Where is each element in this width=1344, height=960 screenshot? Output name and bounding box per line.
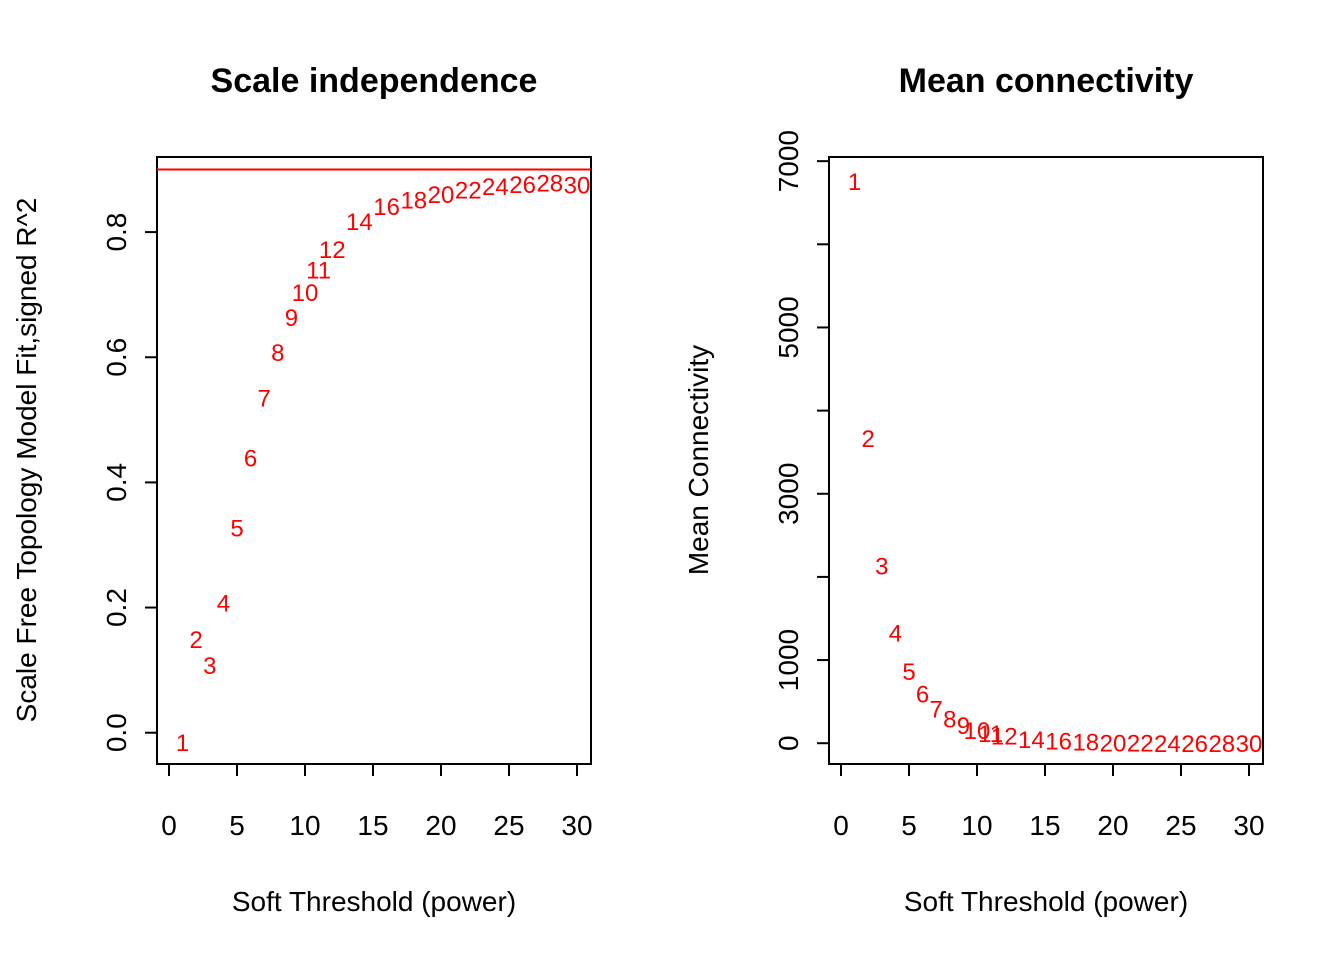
data-point: 7 bbox=[930, 696, 943, 723]
y-tick-label: 0.8 bbox=[101, 213, 132, 252]
data-point: 10 bbox=[292, 280, 319, 307]
data-point: 22 bbox=[1127, 731, 1154, 758]
plot-frame bbox=[156, 156, 592, 765]
data-point: 8 bbox=[943, 706, 956, 733]
x-tick-label: 10 bbox=[289, 810, 320, 841]
data-point: 3 bbox=[875, 553, 888, 580]
data-point: 10 bbox=[964, 718, 991, 745]
y-tick-label: 0 bbox=[773, 735, 804, 751]
data-point: 18 bbox=[1072, 730, 1099, 757]
x-tick-label: 0 bbox=[833, 810, 849, 841]
data-point: 16 bbox=[373, 194, 400, 221]
chart-panel-mean-connectivity: Mean connectivity Soft Threshold (power)… bbox=[683, 62, 1265, 917]
data-point: 30 bbox=[1236, 731, 1263, 758]
data-point: 14 bbox=[1018, 727, 1045, 754]
plot-frame bbox=[828, 156, 1264, 765]
y-tick-label: 1000 bbox=[773, 629, 804, 691]
data-point: 9 bbox=[957, 713, 970, 740]
x-tick-label: 25 bbox=[1165, 810, 1196, 841]
y-tick-label: 3000 bbox=[773, 463, 804, 525]
data-point: 26 bbox=[509, 172, 536, 199]
data-point: 28 bbox=[536, 171, 563, 198]
x-tick-label: 5 bbox=[229, 810, 245, 841]
data-point: 11 bbox=[306, 258, 331, 285]
data-point: 11 bbox=[978, 721, 1003, 748]
x-tick-label: 20 bbox=[1097, 810, 1128, 841]
y-axis: 0.0 0.2 0.4 0.6 0.8 bbox=[101, 213, 158, 752]
data-point: 7 bbox=[258, 385, 271, 412]
data-point: 4 bbox=[217, 591, 230, 618]
x-tick-label: 0 bbox=[161, 810, 177, 841]
data-point: 4 bbox=[889, 621, 902, 648]
x-axis: 0 5 10 15 20 25 30 bbox=[161, 763, 593, 841]
data-point: 30 bbox=[564, 173, 591, 200]
data-point: 28 bbox=[1208, 731, 1235, 758]
data-point: 2 bbox=[190, 627, 203, 654]
y-tick-label: 0.2 bbox=[101, 588, 132, 627]
x-axis-label: Soft Threshold (power) bbox=[904, 886, 1188, 917]
x-axis: 0 5 10 15 20 25 30 bbox=[833, 763, 1265, 841]
data-point: 20 bbox=[1100, 730, 1127, 757]
data-point: 20 bbox=[428, 182, 455, 209]
data-point: 1 bbox=[176, 730, 189, 757]
data-point: 18 bbox=[400, 188, 427, 215]
data-point: 24 bbox=[1154, 731, 1181, 758]
y-axis-label: Mean Connectivity bbox=[683, 345, 714, 575]
x-tick-label: 25 bbox=[493, 810, 524, 841]
y-tick-label: 0.0 bbox=[101, 713, 132, 752]
data-point: 5 bbox=[230, 515, 243, 542]
data-point: 6 bbox=[244, 445, 257, 472]
y-tick-label: 0.4 bbox=[101, 463, 132, 502]
y-tick-label: 0.6 bbox=[101, 338, 132, 377]
data-point: 26 bbox=[1181, 731, 1208, 758]
x-tick-label: 30 bbox=[1233, 810, 1264, 841]
x-tick-label: 20 bbox=[425, 810, 456, 841]
chart-title: Mean connectivity bbox=[899, 62, 1194, 100]
data-point: 3 bbox=[203, 653, 216, 680]
data-point: 6 bbox=[916, 681, 929, 708]
x-axis-label: Soft Threshold (power) bbox=[232, 886, 516, 917]
y-tick-label: 5000 bbox=[773, 296, 804, 358]
chart-panel-scale-independence: Scale independence Soft Threshold (power… bbox=[11, 62, 593, 917]
data-point: 22 bbox=[455, 178, 482, 205]
chart-title: Scale independence bbox=[211, 62, 538, 100]
x-tick-label: 15 bbox=[1029, 810, 1060, 841]
x-tick-label: 15 bbox=[357, 810, 388, 841]
x-tick-label: 5 bbox=[901, 810, 917, 841]
data-point: 12 bbox=[319, 237, 346, 264]
y-tick-label: 7000 bbox=[773, 130, 804, 192]
data-point: 5 bbox=[902, 659, 915, 686]
y-axis-label: Scale Free Topology Model Fit,signed R^2 bbox=[11, 198, 42, 723]
data-point: 2 bbox=[862, 426, 875, 453]
data-point: 24 bbox=[482, 174, 509, 201]
x-tick-label: 30 bbox=[561, 810, 592, 841]
x-tick-label: 10 bbox=[961, 810, 992, 841]
data-point: 12 bbox=[991, 724, 1018, 751]
data-point: 8 bbox=[271, 340, 284, 367]
data-point: 1 bbox=[848, 169, 861, 196]
data-point: 14 bbox=[346, 209, 373, 236]
y-axis: 0 1000 3000 5000 7000 bbox=[773, 130, 830, 751]
data-point: 16 bbox=[1045, 729, 1072, 756]
data-point: 9 bbox=[285, 305, 298, 332]
